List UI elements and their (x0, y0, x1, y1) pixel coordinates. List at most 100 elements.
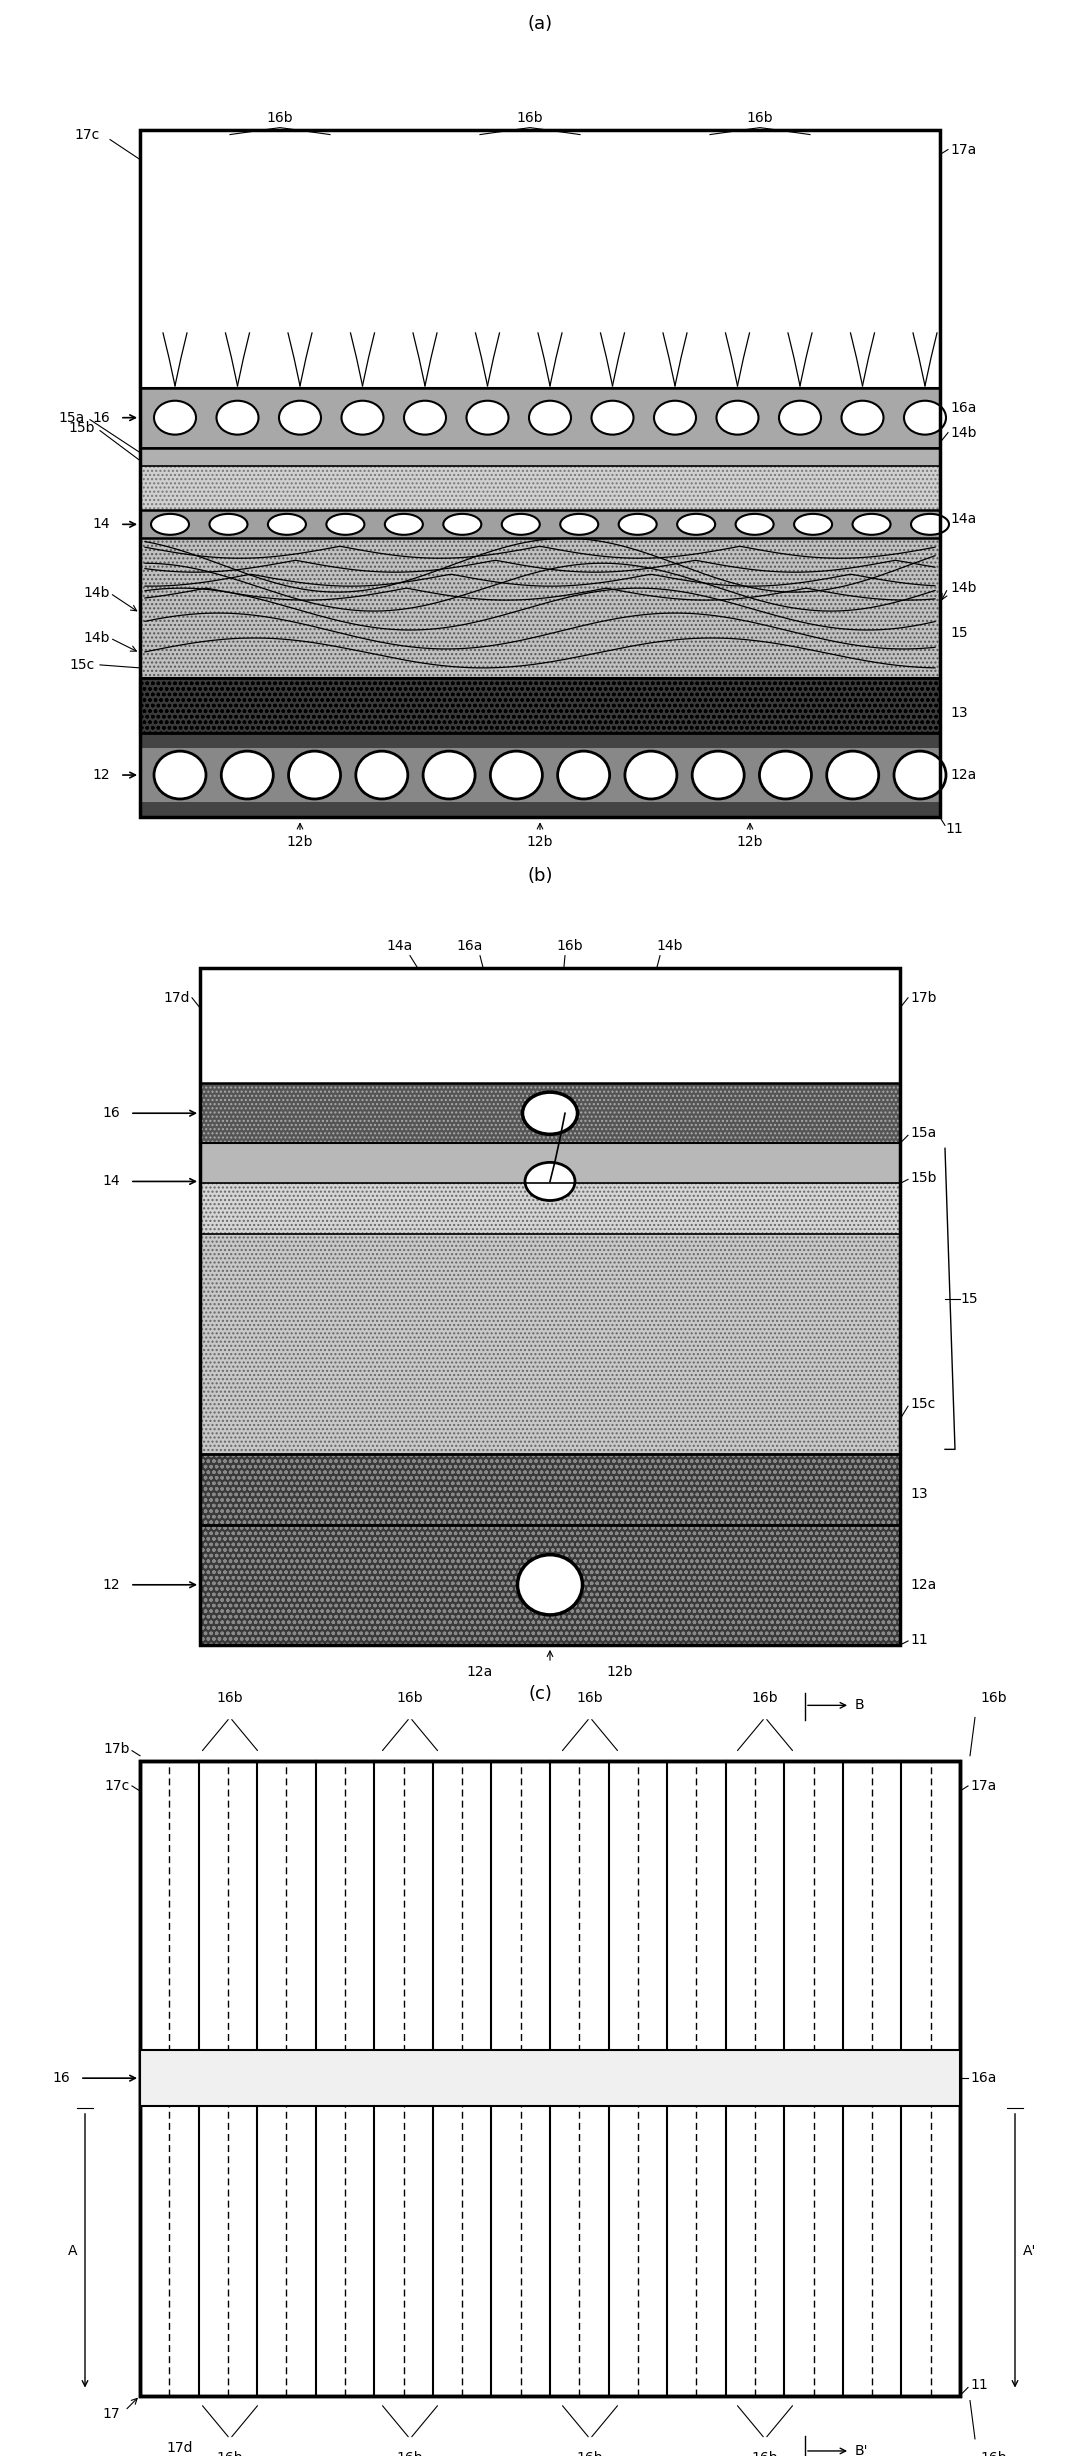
Ellipse shape (779, 400, 820, 435)
Text: 16b: 16b (216, 2451, 243, 2456)
Text: 15: 15 (960, 1292, 977, 1307)
Text: 16b: 16b (557, 938, 584, 953)
Ellipse shape (518, 1555, 583, 1616)
Text: 16b: 16b (517, 111, 544, 125)
Text: 14a: 14a (387, 938, 413, 953)
Ellipse shape (618, 513, 656, 535)
Text: 12a: 12a (910, 1577, 936, 1591)
Bar (200, 1083, 900, 1144)
Ellipse shape (491, 752, 543, 798)
Bar (141, 130, 940, 388)
Text: 14a: 14a (950, 513, 976, 526)
Text: 17d: 17d (166, 2441, 193, 2456)
Ellipse shape (443, 513, 481, 535)
Text: 16: 16 (103, 1105, 120, 1120)
Bar (141, 1761, 960, 2395)
Bar (200, 1525, 900, 1646)
Text: 16b: 16b (397, 1692, 424, 1704)
Bar (200, 1184, 900, 1233)
Bar (141, 2051, 960, 2105)
Text: 17: 17 (103, 2407, 120, 2422)
Text: 14: 14 (92, 518, 110, 530)
Text: 15: 15 (950, 626, 967, 641)
Bar (141, 511, 940, 538)
Ellipse shape (404, 400, 446, 435)
Ellipse shape (529, 400, 571, 435)
Bar (200, 968, 900, 1083)
Bar (200, 1144, 900, 1184)
Text: 12b: 12b (526, 835, 553, 850)
Text: 16b: 16b (751, 1692, 778, 1704)
Text: 12a: 12a (950, 769, 976, 781)
Text: 11: 11 (970, 2377, 988, 2392)
Bar (141, 678, 940, 732)
Ellipse shape (222, 752, 273, 798)
Ellipse shape (467, 400, 508, 435)
Ellipse shape (268, 513, 306, 535)
Ellipse shape (558, 752, 610, 798)
Text: 14: 14 (103, 1174, 120, 1189)
Bar (200, 1184, 900, 1233)
Ellipse shape (154, 400, 196, 435)
Text: 16a: 16a (457, 938, 483, 953)
Text: 16b: 16b (267, 111, 293, 125)
Ellipse shape (591, 400, 633, 435)
Text: 16: 16 (92, 410, 110, 425)
Ellipse shape (522, 1093, 577, 1135)
Ellipse shape (904, 400, 946, 435)
Text: 15c: 15c (70, 658, 95, 673)
Ellipse shape (692, 752, 744, 798)
Bar (141, 538, 940, 678)
Text: 16b: 16b (576, 2451, 603, 2456)
Text: 17b: 17b (104, 1741, 130, 1756)
Text: 16b: 16b (751, 2451, 778, 2456)
Ellipse shape (279, 400, 321, 435)
Bar (200, 1233, 900, 1454)
Text: 16b: 16b (980, 1692, 1006, 1704)
Ellipse shape (717, 400, 759, 435)
Ellipse shape (210, 513, 248, 535)
Text: 14b: 14b (657, 938, 683, 953)
Text: 16b: 16b (576, 1692, 603, 1704)
Bar (141, 467, 940, 511)
Text: 16: 16 (52, 2070, 70, 2085)
Ellipse shape (423, 752, 475, 798)
Text: 16b: 16b (747, 111, 773, 125)
Text: 17b: 17b (910, 990, 936, 1005)
Ellipse shape (216, 400, 258, 435)
Text: 12b: 12b (606, 1665, 633, 1680)
Ellipse shape (342, 400, 384, 435)
Text: 15a: 15a (910, 1127, 936, 1140)
Bar (200, 1083, 900, 1144)
Text: 17d: 17d (163, 990, 190, 1005)
Text: A': A' (1023, 2245, 1037, 2257)
Bar (141, 732, 940, 747)
Ellipse shape (151, 513, 189, 535)
Text: 13: 13 (950, 705, 967, 720)
Text: 14b: 14b (950, 582, 976, 594)
Text: 11: 11 (945, 823, 963, 837)
Text: 17a: 17a (970, 1778, 997, 1793)
Text: 12: 12 (92, 769, 110, 781)
Ellipse shape (625, 752, 677, 798)
Ellipse shape (560, 513, 598, 535)
Bar (141, 467, 940, 511)
Bar (200, 1454, 900, 1525)
Text: 12b: 12b (737, 835, 763, 850)
Text: 16b: 16b (980, 2451, 1006, 2456)
Text: 16b: 16b (397, 2451, 424, 2456)
Text: A: A (67, 2245, 77, 2257)
Bar (200, 1525, 900, 1646)
Ellipse shape (894, 752, 946, 798)
Bar (141, 1761, 960, 2395)
Ellipse shape (853, 513, 891, 535)
Bar (141, 747, 940, 803)
Ellipse shape (760, 752, 812, 798)
Bar (141, 130, 940, 818)
Text: 15c: 15c (910, 1397, 935, 1412)
Bar (141, 803, 940, 818)
Ellipse shape (677, 513, 716, 535)
Text: 16b: 16b (216, 1692, 243, 1704)
Ellipse shape (827, 752, 879, 798)
Text: (a): (a) (528, 15, 552, 32)
